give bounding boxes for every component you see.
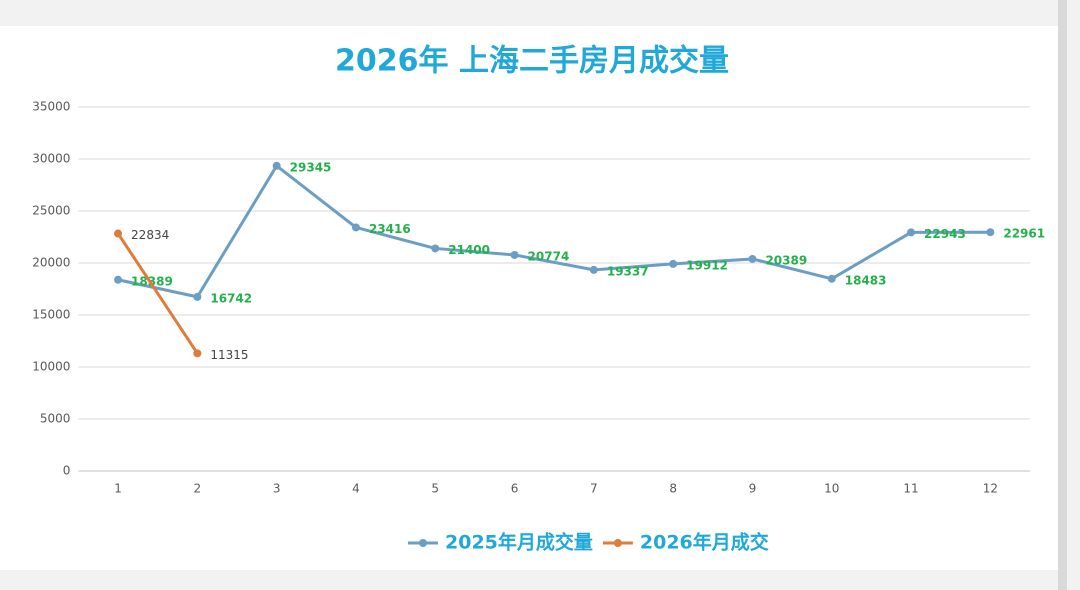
series-line [117, 164, 991, 299]
legend-marker [613, 539, 622, 547]
x-tick-label: 11 [903, 482, 918, 496]
x-tick-label: 4 [352, 482, 360, 496]
y-tick-label: 5000 [40, 412, 71, 426]
x-tick-label: 3 [273, 482, 281, 496]
data-label: 16742 [210, 291, 252, 305]
data-point [986, 228, 995, 237]
data-point [907, 228, 916, 237]
data-point [669, 259, 678, 268]
x-tick-label: 9 [749, 482, 757, 496]
x-tick-label: 8 [669, 482, 677, 496]
data-label: 18389 [131, 274, 173, 288]
y-tick-label: 35000 [32, 100, 70, 114]
y-tick-label: 20000 [32, 256, 70, 270]
data-point [272, 161, 281, 170]
x-tick-label: 6 [511, 482, 519, 496]
x-tick-label: 10 [824, 482, 839, 496]
y-tick-label: 0 [63, 464, 71, 478]
legend-marker [419, 539, 427, 547]
data-point [114, 229, 123, 238]
data-label: 29345 [290, 160, 332, 174]
data-label: 11315 [210, 348, 248, 362]
data-label: 23416 [369, 222, 411, 236]
x-tick-label: 12 [983, 482, 998, 496]
x-tick-label: 7 [590, 482, 598, 496]
x-tick-label: 2 [194, 482, 202, 496]
data-label: 20774 [528, 249, 570, 263]
data-label: 22961 [1003, 227, 1045, 241]
data-point [510, 250, 519, 259]
data-label: 22943 [924, 227, 966, 241]
y-tick-label: 25000 [32, 204, 70, 218]
data-point [193, 292, 202, 301]
x-tick-label: 1 [114, 482, 122, 496]
data-label: 22834 [131, 228, 169, 242]
data-point [589, 265, 598, 274]
data-label: 21400 [448, 243, 490, 257]
data-label: 19337 [607, 264, 649, 278]
data-point [431, 244, 440, 253]
data-label: 20389 [765, 253, 807, 267]
data-point [748, 254, 757, 263]
chart-title: 2026年 上海二手房月成交量 [335, 44, 729, 79]
data-point [114, 275, 123, 284]
data-point [351, 223, 360, 232]
y-tick-label: 10000 [32, 360, 70, 374]
data-point [193, 349, 202, 358]
scrollbar [1058, 0, 1067, 590]
legend-label: 2026年月成交 [640, 531, 769, 554]
y-tick-label: 15000 [32, 308, 70, 322]
chart-background [0, 26, 1058, 570]
data-label: 19912 [686, 258, 728, 272]
data-label: 18483 [845, 273, 887, 287]
x-tick-label: 5 [431, 482, 439, 496]
series-line [116, 232, 199, 355]
legend-label: 2025年月成交量 [445, 531, 593, 554]
data-point [827, 274, 836, 283]
y-tick-label: 30000 [32, 152, 70, 166]
